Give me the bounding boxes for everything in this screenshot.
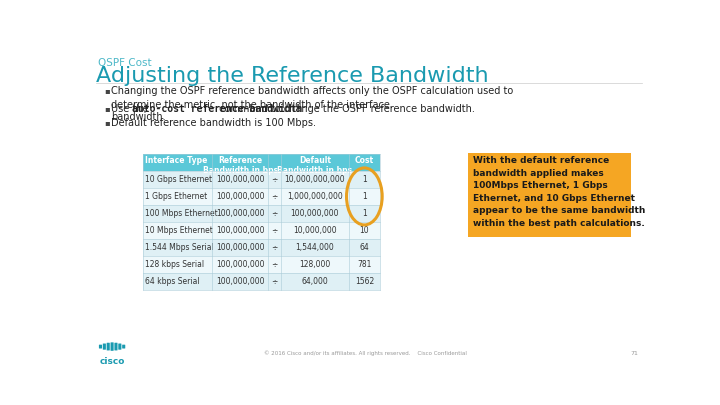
Text: © 2016 Cisco and/or its affiliates. All rights reserved.    Cisco Confidential: © 2016 Cisco and/or its affiliates. All … [264,350,467,356]
FancyBboxPatch shape [114,343,117,350]
Text: Changing the OSPF reference bandwidth affects only the OSPF calculation used to
: Changing the OSPF reference bandwidth af… [111,85,513,110]
FancyBboxPatch shape [118,343,122,350]
Text: Use the: Use the [111,104,151,114]
Text: 1562: 1562 [355,277,374,286]
FancyBboxPatch shape [107,343,109,350]
Text: 64 kbps Serial: 64 kbps Serial [145,277,199,286]
Text: 128,000: 128,000 [299,260,330,269]
Text: 10,000,000: 10,000,000 [293,226,336,235]
FancyBboxPatch shape [122,345,125,349]
Text: 64,000: 64,000 [302,277,328,286]
Text: 100,000,000: 100,000,000 [216,243,265,252]
Text: Reference
Bandwidth in bps: Reference Bandwidth in bps [203,156,278,175]
FancyBboxPatch shape [143,154,380,171]
Text: bandwidth.: bandwidth. [111,112,166,122]
FancyBboxPatch shape [143,256,380,273]
Text: ÷: ÷ [271,192,278,201]
Text: 781: 781 [357,260,372,269]
FancyBboxPatch shape [99,345,102,349]
Text: ▪: ▪ [104,104,109,113]
FancyBboxPatch shape [111,342,114,351]
Text: Adjusting the Reference Bandwidth: Adjusting the Reference Bandwidth [96,66,489,85]
Text: ÷: ÷ [271,277,278,286]
Text: 100,000,000: 100,000,000 [216,260,265,269]
Text: 71: 71 [631,351,639,356]
Text: 64: 64 [359,243,369,252]
Text: 1 Gbps Ethernet: 1 Gbps Ethernet [145,192,207,201]
Text: Cost: Cost [355,156,374,164]
FancyBboxPatch shape [143,273,380,290]
Text: auto-cost reference-bandwidth: auto-cost reference-bandwidth [132,104,302,114]
Text: 10 Mbps Ethernet: 10 Mbps Ethernet [145,226,213,235]
Text: Default
Bandwidth in bps: Default Bandwidth in bps [277,156,352,175]
Text: 100,000,000: 100,000,000 [216,192,265,201]
Text: command to change the OSPF reference bandwidth.: command to change the OSPF reference ban… [216,104,475,114]
Text: ÷: ÷ [271,226,278,235]
Text: 100,000,000: 100,000,000 [216,226,265,235]
Text: cisco: cisco [99,357,125,367]
Text: Default reference bandwidth is 100 Mbps.: Default reference bandwidth is 100 Mbps. [111,118,316,128]
FancyBboxPatch shape [143,188,380,205]
Text: 1: 1 [362,209,366,218]
Text: 10: 10 [359,226,369,235]
Text: 100,000,000: 100,000,000 [216,209,265,218]
Text: ÷: ÷ [271,209,278,218]
FancyBboxPatch shape [143,171,380,188]
Text: 10 Gbps Ethernet: 10 Gbps Ethernet [145,175,212,184]
Text: 100,000,000: 100,000,000 [290,209,339,218]
FancyBboxPatch shape [143,239,380,256]
Text: OSPF Cost: OSPF Cost [98,58,151,68]
FancyBboxPatch shape [468,153,631,237]
Text: 100 Mbps Ethernet: 100 Mbps Ethernet [145,209,217,218]
Text: ÷: ÷ [271,243,278,252]
Text: Interface Type: Interface Type [145,156,207,164]
Text: 128 kbps Serial: 128 kbps Serial [145,260,204,269]
Text: ▪: ▪ [104,118,109,127]
Text: With the default reference
bandwidth applied makes
100Mbps Ethernet, 1 Gbps
Ethe: With the default reference bandwidth app… [473,156,645,228]
Text: ÷: ÷ [271,175,278,184]
Text: 10,000,000,000: 10,000,000,000 [284,175,345,184]
FancyBboxPatch shape [143,222,380,239]
Text: 1,000,000,000: 1,000,000,000 [287,192,343,201]
FancyBboxPatch shape [143,205,380,222]
Text: ÷: ÷ [271,260,278,269]
Text: ▪: ▪ [104,85,109,94]
Text: 1,544,000: 1,544,000 [295,243,334,252]
Text: 100,000,000: 100,000,000 [216,175,265,184]
FancyBboxPatch shape [103,343,106,350]
Text: 1: 1 [362,192,366,201]
Text: 100,000,000: 100,000,000 [216,277,265,286]
Text: 1: 1 [362,175,366,184]
Text: 1.544 Mbps Serial: 1.544 Mbps Serial [145,243,214,252]
